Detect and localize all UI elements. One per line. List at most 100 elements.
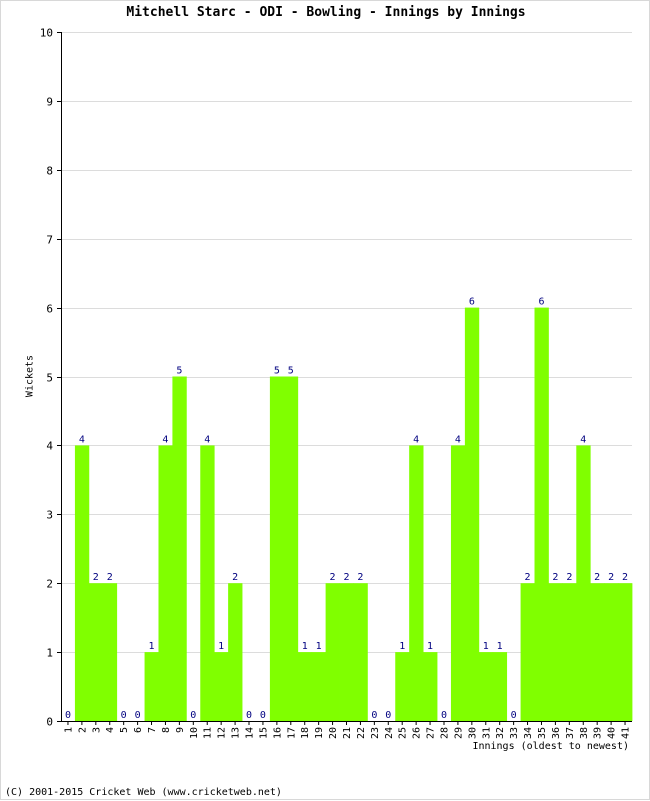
bars — [74, 307, 633, 721]
data-label: 0 — [385, 710, 391, 721]
data-label: 4 — [204, 434, 210, 445]
x-tick-label: 22 — [356, 727, 367, 739]
x-tick-label: 14 — [245, 727, 256, 739]
x-tick-label: 1 — [63, 727, 74, 733]
x-axis-label: Innings (oldest to newest) — [472, 741, 629, 752]
x-tick-label: 12 — [217, 727, 228, 739]
x-tick-label: 37 — [565, 727, 576, 739]
x-tick-label: 11 — [203, 727, 214, 739]
data-label: 2 — [566, 572, 572, 583]
x-tick-label: 6 — [133, 727, 144, 733]
bar — [395, 652, 410, 721]
x-tick-label: 23 — [370, 727, 381, 739]
data-label: 2 — [107, 572, 113, 583]
bar — [311, 652, 327, 721]
data-label: 2 — [622, 572, 628, 583]
bar — [283, 376, 299, 721]
data-label: 6 — [469, 297, 475, 308]
data-label: 0 — [135, 710, 141, 721]
bar — [450, 445, 466, 721]
data-label: 1 — [427, 641, 433, 652]
x-tick-label: 10 — [189, 727, 200, 739]
data-label: 1 — [316, 641, 322, 652]
bar — [214, 652, 229, 721]
data-label: 2 — [608, 572, 614, 583]
x-tick-label: 33 — [509, 727, 520, 739]
bar — [618, 583, 633, 721]
bar — [144, 652, 159, 721]
bar — [325, 583, 340, 721]
x-tick-label: 13 — [231, 727, 242, 739]
data-label: 0 — [190, 710, 196, 721]
bar — [339, 583, 354, 721]
bar — [492, 652, 508, 721]
y-axis-label-text: Wickets — [24, 354, 36, 398]
data-label: 0 — [65, 710, 71, 721]
x-tick-label: 15 — [258, 727, 269, 739]
data-label: 2 — [357, 572, 363, 583]
x-tick-label: 9 — [175, 727, 186, 733]
data-label: 5 — [274, 366, 280, 377]
x-tick-label: 36 — [551, 727, 562, 739]
x-tick-label: 31 — [481, 727, 492, 739]
data-label: 0 — [246, 710, 252, 721]
x-tick-label: 20 — [328, 727, 339, 739]
x-tick-label: 39 — [593, 727, 604, 739]
x-tick-label: 21 — [342, 727, 353, 739]
bar — [158, 445, 173, 721]
y-tick-label: 6 — [46, 303, 53, 316]
bar — [269, 376, 285, 721]
x-tick-label: 4 — [105, 727, 116, 733]
bar — [576, 445, 591, 721]
data-label: 6 — [538, 297, 544, 308]
bar — [172, 376, 187, 721]
data-label: 5 — [176, 366, 182, 377]
data-label: 1 — [399, 641, 405, 652]
data-label: 4 — [162, 434, 168, 445]
x-tick-label: 19 — [314, 727, 325, 739]
data-label: 1 — [483, 641, 489, 652]
data-label: 4 — [79, 434, 85, 445]
bar — [74, 445, 90, 721]
x-tick-label: 32 — [495, 727, 506, 739]
y-tick-label: 10 — [40, 27, 53, 40]
x-tick-label: 3 — [91, 727, 102, 733]
data-label: 2 — [330, 572, 336, 583]
chart-title: Mitchell Starc - ODI - Bowling - Innings… — [126, 5, 526, 20]
bar — [520, 583, 535, 721]
x-tick-label: 35 — [537, 727, 548, 739]
y-tick-label: 7 — [46, 234, 53, 247]
data-label: 0 — [260, 710, 266, 721]
x-tick-label: 7 — [147, 727, 158, 733]
x-tick-label: 41 — [621, 727, 632, 739]
copyright-notice: (C) 2001-2015 Cricket Web (www.cricketwe… — [5, 787, 282, 798]
bar — [297, 652, 313, 721]
x-tick-label: 8 — [161, 727, 172, 733]
data-label: 1 — [218, 641, 224, 652]
y-tick-label: 1 — [46, 647, 53, 660]
data-label: 4 — [580, 434, 586, 445]
y-tick-label: 8 — [46, 165, 53, 178]
y-tick-label: 4 — [46, 440, 53, 453]
data-label: 1 — [302, 641, 308, 652]
bar — [548, 583, 563, 721]
bar — [464, 307, 480, 721]
bar — [423, 652, 438, 721]
data-label: 2 — [525, 572, 531, 583]
grid-lines — [61, 32, 632, 653]
bar — [534, 307, 549, 721]
data-label: 0 — [371, 710, 377, 721]
data-label: 2 — [93, 572, 99, 583]
x-tick-label: 27 — [426, 727, 437, 739]
y-tick-label: 3 — [46, 509, 53, 522]
x-tick-label: 38 — [579, 727, 590, 739]
data-label: 2 — [594, 572, 600, 583]
data-label: 0 — [441, 710, 447, 721]
data-label: 1 — [149, 641, 155, 652]
data-label: 0 — [511, 710, 517, 721]
data-label: 0 — [121, 710, 127, 721]
